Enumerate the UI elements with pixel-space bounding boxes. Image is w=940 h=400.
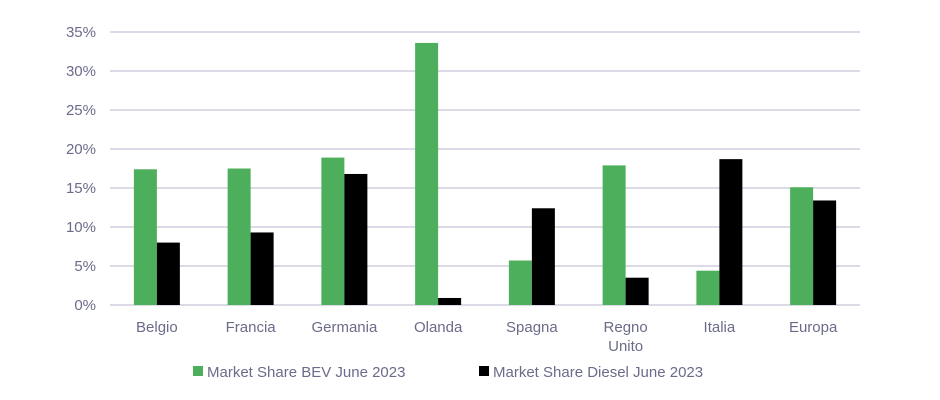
y-tick-label: 20% [66, 141, 96, 158]
legend: Market Share BEV June 2023 Market Share D… [193, 364, 703, 381]
bar-diesel [250, 232, 274, 305]
x-tick-label-line: Europa [789, 319, 838, 336]
y-tick-label: 30% [66, 63, 96, 80]
y-tick-label: 35% [66, 24, 96, 41]
legend-swatch-bev [193, 366, 203, 376]
bar-bev [790, 187, 814, 305]
bar-diesel [344, 173, 368, 305]
x-tick-label-line: Francia [226, 319, 277, 336]
x-tick-label: Regno Unito [604, 319, 648, 355]
bar-bev [133, 169, 157, 305]
bars [133, 42, 837, 306]
x-tick-label: Belgio [136, 319, 178, 336]
y-axis-ticks: 0% 5% 10% 15% 20% 25% 30% 35% [66, 24, 96, 314]
x-axis-labels: Belgio Francia Germania Olanda Spagna Regno Un… [136, 319, 838, 355]
gridlines [110, 31, 860, 306]
legend-label-bev: Market Share BEV June 2023 [207, 364, 405, 381]
x-tick-label-line: Olanda [414, 319, 463, 336]
bar-diesel [813, 200, 837, 305]
x-tick-label-line: Belgio [136, 319, 178, 336]
legend-swatch-diesel [479, 366, 489, 376]
bar-bev [227, 168, 251, 305]
bar-bev [415, 42, 439, 306]
y-tick-label: 15% [66, 180, 96, 197]
y-tick-label: 0% [74, 297, 96, 314]
y-tick-label: 25% [66, 102, 96, 119]
x-tick-label: Europa [789, 319, 838, 336]
x-tick-label: Olanda [414, 319, 463, 336]
x-tick-label: Germania [311, 319, 378, 336]
bar-diesel [438, 297, 462, 305]
y-tick-label: 5% [74, 258, 96, 275]
bar-bev [602, 165, 626, 305]
bar-diesel [156, 242, 180, 305]
bar-diesel [719, 159, 743, 305]
x-tick-label: Italia [704, 319, 736, 336]
bar-bev [508, 260, 532, 305]
x-tick-label-line: Spagna [506, 319, 558, 336]
bar-diesel [625, 277, 649, 305]
x-tick-label: Spagna [506, 319, 558, 336]
x-tick-label: Francia [226, 319, 277, 336]
bar-diesel [531, 208, 555, 305]
legend-label-diesel: Market Share Diesel June 2023 [493, 364, 703, 381]
x-tick-label-line: Germania [311, 319, 378, 336]
bar-bev [696, 270, 720, 305]
x-tick-label-line: Italia [704, 319, 736, 336]
x-tick-label-line: Unito [608, 338, 643, 355]
bar-bev [321, 157, 345, 305]
x-tick-label-line: Regno [604, 319, 648, 336]
y-tick-label: 10% [66, 219, 96, 236]
